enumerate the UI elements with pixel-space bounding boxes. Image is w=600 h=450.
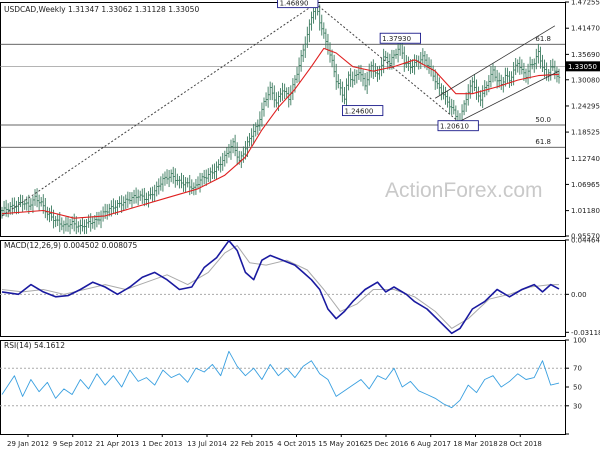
x-tick-label: 22 Feb 2015: [230, 440, 274, 448]
macd-tick-label: 0.00: [571, 291, 587, 299]
price-tick-label: 1.47255: [571, 0, 600, 7]
x-tick-label: 28 Oct 2018: [499, 440, 542, 448]
macd-tick-label: 0.044642: [571, 236, 600, 244]
swing-high-label: 1.37930: [382, 35, 411, 43]
x-tick-label: 13 Jul 2014: [187, 440, 227, 448]
price-tick-label: 1.24295: [571, 102, 600, 110]
price-tick-label: 1.18525: [571, 129, 600, 137]
rsi-tick-label: 30: [573, 402, 582, 410]
trendline-down: [315, 3, 461, 124]
swing-high-label-box: [379, 32, 422, 44]
peak-label-box: [277, 0, 319, 9]
moving-average-line: [1, 47, 560, 219]
swing-low-label-box: [342, 105, 384, 117]
low-label: 1.20610: [440, 123, 469, 131]
macd-line: [1, 239, 560, 335]
low-label-box: [437, 120, 479, 132]
x-tick-label: 9 Sep 2012: [53, 440, 93, 448]
x-tick-label: 29 Jan 2012: [7, 440, 49, 448]
fib-level-label: 61.8: [535, 35, 551, 43]
price-tick-label: 1.06965: [571, 181, 600, 189]
price-tick-label: 1.35690: [571, 51, 600, 59]
macd-tick-label: -0.031183: [571, 329, 600, 337]
channel-upper: [435, 25, 556, 99]
x-tick-label: 15 May 2016: [318, 440, 364, 448]
x-tick-label: 1 Dec 2013: [142, 440, 182, 448]
price-tick-label: 1.01180: [571, 207, 600, 215]
watermark: ActionForex.com: [385, 179, 543, 202]
swing-low-label: 1.24600: [344, 108, 373, 116]
x-tick-label: 25 Dec 2016: [364, 440, 409, 448]
current-price-label: 1.33050: [568, 63, 597, 71]
price-tick-label: 1.41470: [571, 25, 600, 33]
x-tick-label: 6 Aug 2017: [411, 440, 451, 448]
rsi-tick-label: 50: [573, 384, 582, 392]
peak-label: 1.46890: [280, 0, 309, 8]
rsi-tick-label: 100: [573, 337, 586, 345]
price-panel-frame: [0, 2, 566, 237]
price-tick-label: 1.30080: [571, 76, 600, 84]
price-panel-header: USDCAD,Weekly 1.31347 1.33062 1.31128 1.…: [4, 5, 199, 14]
rsi-panel-header: RSI(14) 54.1612: [4, 341, 65, 350]
rsi-tick-label: 70: [573, 365, 582, 373]
price-tick-label: 0.95570: [571, 233, 600, 241]
x-tick-label: 21 Apr 2013: [96, 440, 139, 448]
trendline-up: [1, 3, 316, 217]
channel-lower: [451, 70, 560, 126]
fib-level-label: 61.8: [535, 138, 551, 146]
current-price-tag: [566, 61, 600, 72]
chart-background: [0, 2, 566, 435]
macd-signal-line: [1, 245, 559, 329]
price-tick-label: 1.12740: [571, 155, 600, 163]
macd-panel-header: MACD(12,26,9) 0.004502 0.008075: [4, 241, 138, 250]
fib-level-label: 50.0: [535, 116, 551, 124]
macd-panel-frame: [0, 240, 566, 337]
rsi-panel-frame: [0, 340, 566, 435]
rsi-line: [1, 350, 560, 409]
x-tick-label: 18 Mar 2018: [453, 440, 497, 448]
x-tick-label: 4 Oct 2015: [277, 440, 316, 448]
